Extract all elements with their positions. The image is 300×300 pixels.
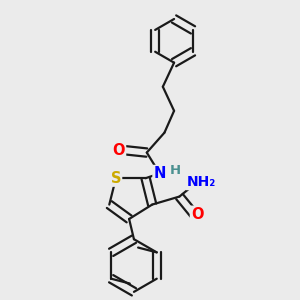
Text: O: O	[191, 207, 203, 222]
Text: NH₂: NH₂	[186, 175, 216, 189]
Text: O: O	[112, 142, 125, 158]
Text: N: N	[153, 166, 166, 181]
Text: H: H	[169, 164, 181, 177]
Text: S: S	[111, 171, 121, 186]
